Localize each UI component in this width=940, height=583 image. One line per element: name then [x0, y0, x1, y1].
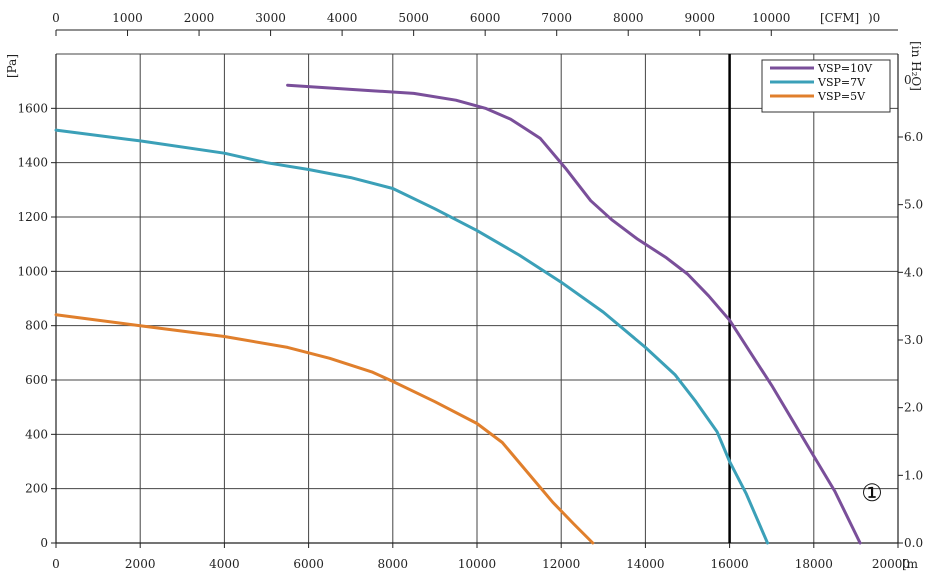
- x-tick-label: 8000: [378, 557, 409, 571]
- y-tick-label: 800: [25, 319, 48, 333]
- y-axis-label: [Pa]: [5, 54, 19, 78]
- x-top-tick-label: 7000: [541, 11, 572, 25]
- marker-layer: ①: [861, 479, 883, 507]
- legend-label: VSP=5V: [817, 90, 866, 103]
- x-tick-label: 0: [52, 557, 60, 571]
- series-line-vsp-10v: [286, 83, 862, 545]
- x-top-tick-label: 3000: [255, 11, 286, 25]
- y-tick-label: 0: [40, 536, 48, 550]
- x-top-tick-label: 2000: [184, 11, 215, 25]
- x-tick-label: 2000: [125, 557, 156, 571]
- x-top-tick-label: 4000: [327, 11, 358, 25]
- y-tick-label: 1600: [17, 101, 48, 115]
- x-top-tick-label: 6000: [470, 11, 501, 25]
- x-tick-label: 14000: [626, 557, 664, 571]
- x-top-partial-label: )0: [868, 11, 880, 25]
- x-top-tick-label: 8000: [613, 11, 644, 25]
- series-line-vsp-5v: [54, 313, 595, 545]
- x-axis-label: [m: [902, 557, 919, 571]
- x-top-axis-label: [CFM]: [820, 11, 859, 25]
- x-top-tick-label: 0: [52, 11, 60, 25]
- x-top-tick-label: 5000: [398, 11, 429, 25]
- x-top-tick-label: 10000: [752, 11, 790, 25]
- y-right-partial-label: 0: [904, 73, 912, 87]
- x-tick-label: 18000: [795, 557, 833, 571]
- y-right-tick-label: 4.0: [904, 265, 923, 279]
- y-tick-label: 200: [25, 482, 48, 496]
- axes: 0 2000 4000 6000 8000 10000 12000 14000 16000 180…: [5, 11, 923, 571]
- legend-label: VSP=10V: [817, 62, 873, 75]
- x-tick-label: 4000: [209, 557, 240, 571]
- y-right-tick-label: 6.0: [904, 130, 923, 144]
- x-top-tick-label: 1000: [112, 11, 143, 25]
- x-tick-label: 20000: [872, 557, 910, 571]
- y-right-tick-label: 3.0: [904, 333, 923, 347]
- y-right-tick-label: 1.0: [904, 468, 923, 482]
- y-right-tick-label: 2.0: [904, 401, 923, 415]
- legend-label: VSP=7V: [817, 76, 866, 89]
- x-tick-label: 10000: [458, 557, 496, 571]
- y-right-tick-label: 5.0: [904, 198, 923, 212]
- x-tick-label: 6000: [293, 557, 324, 571]
- x-tick-label: 12000: [542, 557, 580, 571]
- x-tick-label: 16000: [711, 557, 749, 571]
- circled-marker: ①: [861, 479, 883, 507]
- series-layer: [54, 83, 862, 545]
- y-right-axis-label: [in H₂O]: [909, 41, 923, 91]
- y-tick-label: 600: [25, 373, 48, 387]
- y-right-tick-label: 0.0: [904, 536, 923, 550]
- y-tick-label: 1200: [17, 210, 48, 224]
- y-tick-label: 1400: [17, 156, 48, 170]
- series-line-vsp-7v: [54, 128, 769, 545]
- y-tick-label: 1000: [17, 264, 48, 278]
- x-top-tick-label: 9000: [684, 11, 715, 25]
- y-tick-label: 400: [25, 427, 48, 441]
- grid: [56, 53, 898, 543]
